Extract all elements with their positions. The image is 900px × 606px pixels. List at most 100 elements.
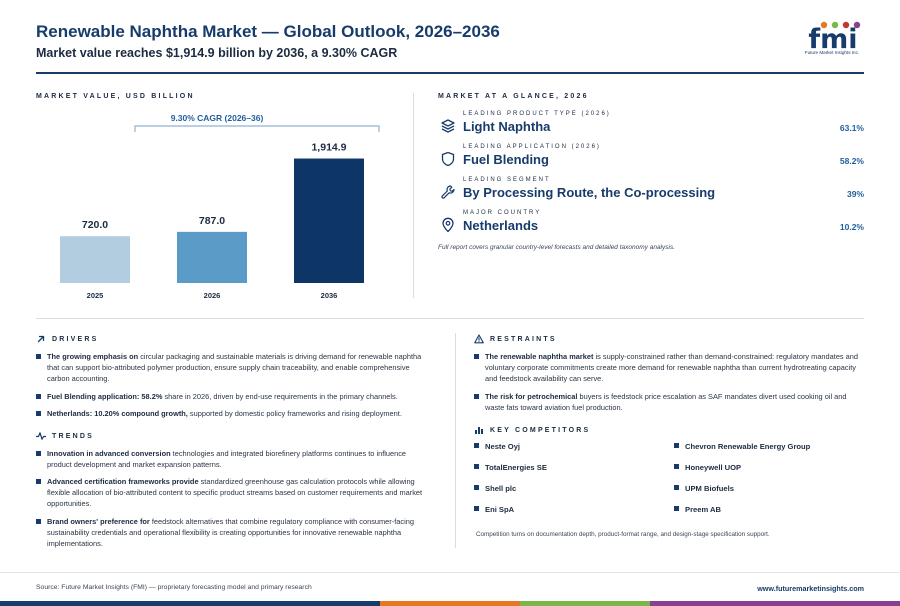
logo-dot-purple — [853, 21, 861, 29]
fmi-logo: fmi — [800, 20, 866, 64]
bullet-square — [474, 443, 479, 448]
bullet-square — [674, 464, 679, 469]
competitor-item: UPM Biofuels — [674, 484, 734, 493]
glance-caption: LEADING APPLICATION (2026) — [463, 144, 601, 150]
cagr-bracket — [134, 125, 380, 132]
glance-caption: LEADING PRODUCT TYPE (2026) — [463, 111, 611, 117]
drivers-label: DRIVERS — [52, 335, 99, 343]
bullet-square — [474, 464, 479, 469]
bullet-square — [674, 443, 679, 448]
competitors-note: Competition turns on documentation depth… — [476, 531, 770, 538]
bullet-square — [36, 519, 41, 524]
glance-note: Full report covers granular country-leve… — [438, 244, 676, 251]
trend-item-text: standardized greenhouse gas calculation … — [47, 477, 423, 509]
competitor-item: Chevron Renewable Energy Group — [674, 442, 810, 451]
trend-item-bold: Brand owners' preference for — [47, 517, 150, 526]
value-label: 787.0 — [199, 215, 225, 227]
glance-value: By Processing Route, the Co-processing — [463, 185, 716, 200]
competitor-name: Neste Oyj — [485, 442, 521, 451]
driver-item: The growing emphasis on circular packagi… — [36, 351, 431, 385]
logo-wordmark: fmi — [808, 24, 857, 55]
competitor-item: Neste Oyj — [474, 442, 520, 451]
arrow-up-right-icon — [37, 335, 45, 343]
restraint-item: The renewable naphtha market is supply-c… — [474, 351, 866, 385]
bullet-square — [474, 506, 479, 511]
glance-percentage: 63.1% — [839, 123, 864, 133]
footer-stripe-orange — [380, 601, 520, 606]
competitors-label: KEY COMPETITORS — [490, 426, 591, 434]
driver-item-text: share in 2026, driven by end-use require… — [162, 392, 398, 401]
glance-caption: MAJOR COUNTRY — [463, 210, 542, 216]
competitor-item: Shell plc — [474, 484, 516, 493]
bar-2036 — [294, 158, 364, 283]
competitor-name: Honeywell UOP — [685, 463, 742, 472]
glance-value: Light Naphtha — [463, 119, 551, 134]
layers-icon — [441, 119, 455, 133]
bullet-square — [474, 485, 479, 490]
website-link[interactable]: www.futuremarketinsights.com — [757, 584, 864, 593]
trend-item-bold: Innovation in advanced conversion — [47, 449, 171, 458]
restraint-item-bold: The renewable naphtha market — [485, 352, 594, 361]
glance-item-segment: LEADING SEGMENT By Processing Route, the… — [438, 177, 864, 210]
restraint-item-bold: The risk for petrochemical — [485, 392, 578, 401]
report-subtitle: Market value reaches $1,914.9 billion by… — [36, 46, 398, 60]
footer-divider — [0, 572, 900, 573]
bar-chart-svg: 9.30% CAGR (2026–36) 720.0 2025 787.0 2026 1,… — [60, 113, 380, 300]
restraint-item-text: is supply-constrained rather than demand… — [485, 352, 859, 384]
glance-percentage: 10.2% — [839, 222, 864, 232]
competitor-name: Shell plc — [485, 484, 517, 493]
bullet-square — [36, 451, 41, 456]
restraint-item-text: buyers is feedstock price escalation as … — [485, 392, 847, 413]
footer-stripe-purple — [650, 601, 900, 606]
driver-item-text: supported by domestic policy frameworks … — [187, 409, 402, 418]
activity-icon — [36, 432, 46, 440]
bar-chart-icon — [475, 427, 483, 434]
source-note: Source: Future Market Insights (FMI) — p… — [36, 584, 312, 591]
drivers-heading: DRIVERS — [36, 334, 99, 344]
competitor-name: TotalEnergies SE — [485, 463, 547, 472]
bullet-square — [674, 506, 679, 511]
glance-section-label: MARKET AT A GLANCE, 2026 — [438, 93, 589, 100]
bullet-square — [36, 411, 41, 416]
trends-label: TRENDS — [52, 432, 94, 440]
trend-item: Brand owners' preference for feedstock a… — [36, 516, 431, 550]
logo-dot-red — [842, 21, 850, 29]
wrench-icon — [441, 185, 455, 199]
competitor-name: Eni SpA — [485, 505, 515, 514]
shield-icon — [441, 151, 455, 167]
competitor-item: Honeywell UOP — [674, 463, 741, 472]
trend-item-text: technologies and integrated biorefinery … — [47, 449, 407, 470]
value-label: 1,914.9 — [311, 142, 346, 154]
header-divider — [36, 72, 864, 74]
column-divider-lower — [455, 333, 456, 548]
x-tick-label: 2036 — [321, 291, 338, 300]
glance-item-application: LEADING APPLICATION (2026) Fuel Blending… — [438, 144, 864, 177]
logo-dot-orange — [820, 21, 828, 29]
footer-stripe-navy — [0, 601, 380, 606]
glance-caption: LEADING SEGMENT — [463, 177, 551, 183]
bullet-square — [36, 394, 41, 399]
driver-item-bold: The growing emphasis on — [47, 352, 139, 361]
competitor-name: UPM Biofuels — [685, 484, 734, 493]
bullet-square — [474, 394, 479, 399]
trend-item: Advanced certification frameworks provid… — [36, 476, 431, 510]
trend-item-text: feedstock alternatives that combine regu… — [47, 517, 414, 549]
driver-item-bold: Fuel Blending application: 58.2% — [47, 392, 163, 401]
chart-section-label: MARKET VALUE, USD BILLION — [36, 93, 195, 100]
bullet-square — [36, 354, 41, 359]
logo-tagline: Future Market Insights Inc. — [804, 50, 860, 55]
glance-value: Fuel Blending — [463, 152, 549, 167]
bar-2026 — [177, 231, 247, 283]
competitor-item: Preem AB — [674, 505, 721, 514]
bullet-square — [674, 485, 679, 490]
cagr-label: 9.30% CAGR (2026–36) — [171, 113, 264, 123]
bullet-square — [36, 479, 41, 484]
bullet-square — [474, 354, 479, 359]
bar-2025 — [60, 236, 130, 283]
competitor-name: Preem AB — [685, 505, 722, 514]
restraint-item: The risk for petrochemical buyers is fee… — [474, 391, 866, 414]
x-tick-label: 2025 — [87, 291, 104, 300]
glance-percentage: 58.2% — [839, 156, 864, 166]
competitors-heading: KEY COMPETITORS — [474, 425, 590, 435]
column-divider — [413, 93, 414, 298]
